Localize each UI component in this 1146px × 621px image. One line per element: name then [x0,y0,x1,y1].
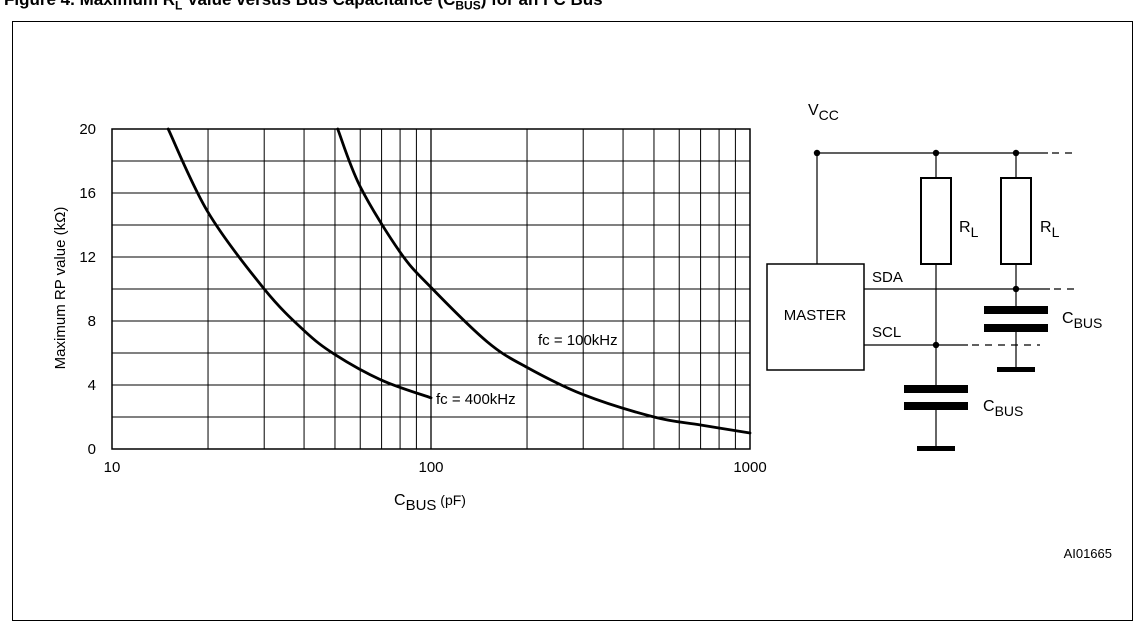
x-tick-label: 100 [418,459,443,476]
resistor-2-label: RL [1040,219,1060,240]
x-tick-labels: 10 100 1000 [104,459,767,476]
sda-label: SDA [872,269,903,286]
sda-capacitor-plate-bottom [984,324,1048,332]
resistor-1 [920,177,952,265]
resistor-2-label-sub: L [1052,224,1060,240]
x-axis-label: CBUS (pF) [394,492,466,514]
resistor-1-label: RL [959,219,979,240]
figure-title-mid: Value versus Bus Capacitance (C [182,0,455,9]
figure-title-sub: L [174,0,183,12]
vcc-label: VCC [808,102,839,123]
i2c-circuit-diagram: VCC MASTER RL RL SDA SCL [766,102,1102,451]
series-100khz-curve [336,127,752,435]
y-axis-label: Maximum RP value (kΩ) [52,207,69,370]
x-axis-label-main: C [394,492,406,509]
figure-title-prefix: Figure 4. Maximum R [4,0,175,9]
sda-capacitor-label-main: C [1062,310,1074,327]
scl-capacitor-label-sub: BUS [995,403,1024,419]
sda-capacitor-label-sub: BUS [1074,315,1103,331]
y-tick-label: 4 [88,377,96,394]
y-tick-label: 16 [79,185,96,202]
resistor-1-label-main: R [959,219,971,236]
x-axis-label-unit: (pF) [436,492,466,508]
vcc-label-main: V [808,102,819,119]
chart: 0 4 8 12 16 20 10 100 1000 Maximum RP value (kΩ… [52,121,767,514]
series-400khz-curve [166,127,433,400]
scl-capacitor-plate-bottom [904,402,968,410]
scl-ground-icon [917,446,955,451]
master-label: MASTER [784,307,847,324]
chart-grid [112,129,750,449]
figure-title-sub2: BUS [455,0,481,12]
resistor-1-label-sub: L [971,224,979,240]
x-tick-label: 1000 [733,459,766,476]
figure-title: Figure 4. Maximum RL Value versus Bus Ca… [0,0,1146,12]
series-label-400khz: fc = 400kHz [436,391,516,408]
vcc-label-sub: CC [819,107,839,123]
figure-canvas: 0 4 8 12 16 20 10 100 1000 Maximum RP value (kΩ… [52,102,1112,561]
plot-area-frame [111,128,751,450]
figure-title-suffix: ) for an I²C Bus [481,0,603,9]
y-tick-labels: 0 4 8 12 16 20 [79,121,96,458]
scl-capacitor-plate-top [904,385,968,393]
y-tick-label: 0 [88,441,96,458]
resistor-2-label-main: R [1040,219,1052,236]
series-label-100khz: fc = 100kHz [538,332,618,349]
x-tick-label: 10 [104,459,121,476]
y-tick-label: 12 [79,249,96,266]
chart-series [166,127,752,435]
y-tick-label: 8 [88,313,96,330]
sda-capacitor-plate-top [984,306,1048,314]
scl-capacitor-label-main: C [983,398,995,415]
x-axis-label-sub: BUS [406,497,437,514]
sda-capacitor-label: CBUS [1062,310,1102,331]
figure-id-label: AI01665 [1064,546,1112,561]
resistor-2 [1000,177,1032,265]
sda-ground-icon [997,367,1035,372]
scl-label: SCL [872,324,901,341]
scl-capacitor-label: CBUS [983,398,1023,419]
master-block [766,263,865,371]
y-tick-label: 20 [79,121,96,138]
